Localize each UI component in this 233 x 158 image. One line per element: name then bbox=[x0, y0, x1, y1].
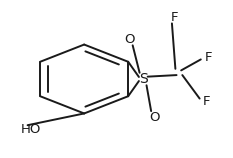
Text: HO: HO bbox=[21, 123, 41, 136]
Text: F: F bbox=[171, 11, 178, 24]
Text: F: F bbox=[204, 51, 212, 64]
Text: O: O bbox=[124, 33, 134, 46]
Text: F: F bbox=[203, 95, 211, 108]
Text: S: S bbox=[139, 72, 147, 86]
Text: O: O bbox=[149, 111, 160, 124]
